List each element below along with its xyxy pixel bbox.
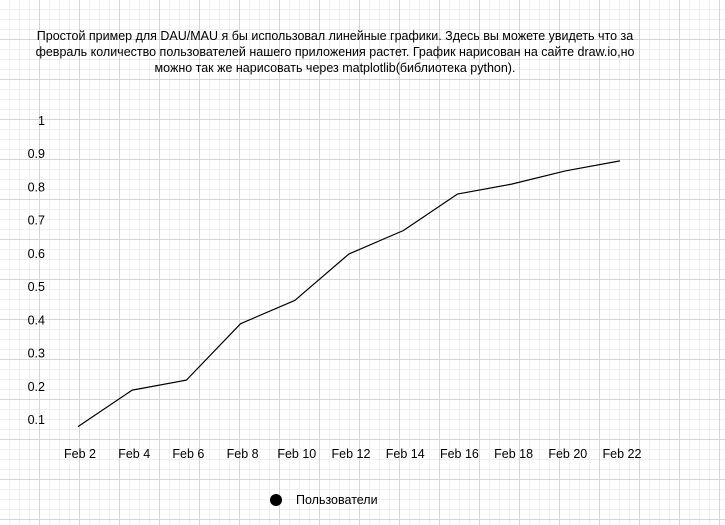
y-axis-ticks: 0.1 0.2 0.3 0.4 0.5 0.6 0.7 0.8 0.9 1 [28, 114, 45, 427]
x-tick-label: Feb 18 [494, 447, 533, 461]
y-tick-label: 1 [38, 114, 45, 128]
x-tick-label: Feb 6 [172, 447, 204, 461]
legend-label: Пользователи [296, 493, 378, 507]
x-tick-label: Feb 8 [227, 447, 259, 461]
y-tick-label: 0.1 [28, 413, 45, 427]
legend: Пользователи [270, 490, 378, 510]
y-tick-label: 0.7 [28, 214, 45, 228]
y-tick-label: 0.3 [28, 347, 45, 361]
y-tick-label: 0.2 [28, 380, 45, 394]
y-tick-label: 0.9 [28, 147, 45, 161]
y-tick-label: 0.4 [28, 313, 45, 327]
legend-marker-icon [270, 494, 282, 506]
chart-caption: Простой пример для DAU/MAU я бы использо… [35, 29, 635, 75]
x-tick-label: Feb 10 [277, 447, 316, 461]
y-tick-label: 0.8 [28, 180, 45, 194]
x-tick-label: Feb 4 [118, 447, 150, 461]
x-tick-label: Feb 22 [603, 447, 642, 461]
x-tick-label: Feb 16 [440, 447, 479, 461]
x-axis-ticks: Feb 2 Feb 4 Feb 6 Feb 8 Feb 10 Feb 12 Feb 14 Fe… [64, 447, 641, 461]
x-tick-label: Feb 2 [64, 447, 96, 461]
y-tick-label: 0.6 [28, 247, 45, 261]
series-layer [77, 160, 621, 428]
x-tick-label: Feb 20 [548, 447, 587, 461]
y-tick-label: 0.5 [28, 280, 45, 294]
series-line [77, 160, 621, 428]
x-tick-label: Feb 14 [386, 447, 425, 461]
x-tick-label: Feb 12 [332, 447, 371, 461]
